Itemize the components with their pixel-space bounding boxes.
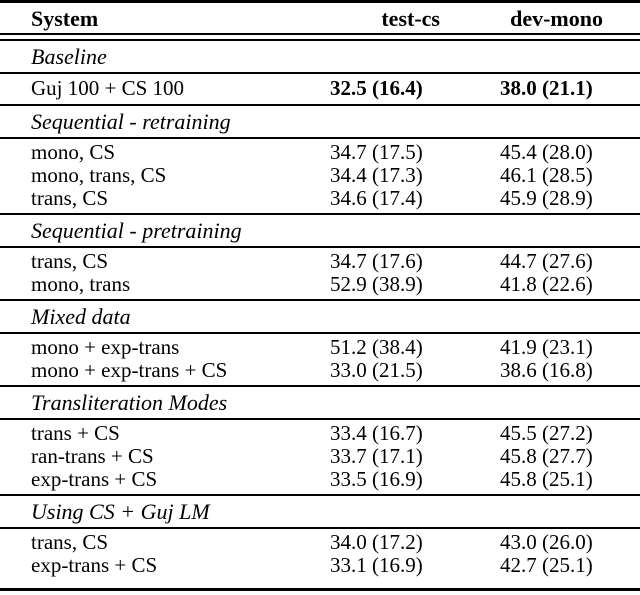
test-cs-cell: 33.7 (17.1): [330, 444, 423, 468]
test-cs-cell: 34.7 (17.5): [330, 140, 423, 164]
dev-mono-cell: 45.8 (25.1): [500, 467, 593, 491]
system-cell: mono, CS: [31, 140, 116, 164]
section-header-sequential-retraining: Sequential - retraining: [0, 106, 640, 137]
test-cs-cell: 34.6 (17.4): [330, 186, 423, 210]
system-cell: mono, trans, CS: [31, 163, 167, 187]
section-header-mixed-data: Mixed data: [0, 301, 640, 332]
table-row: ran-trans + CS 33.7 (17.1) 45.8 (27.7): [0, 445, 640, 468]
system-cell: mono, trans: [31, 272, 131, 296]
header-double-rule: [0, 33, 640, 41]
divider: [0, 385, 640, 387]
section-rows-using-cs-guj-lm: trans, CS 34.0 (17.2) 43.0 (26.0) exp-tr…: [0, 529, 640, 580]
system-cell: exp-trans + CS: [31, 467, 158, 491]
section-header-sequential-pretraining: Sequential - pretraining: [0, 215, 640, 246]
section-title: Sequential - retraining: [31, 109, 231, 134]
section-title: Using CS + Guj LM: [31, 499, 210, 524]
section-header-baseline: Baseline: [0, 41, 640, 72]
test-cs-cell: 33.4 (16.7): [330, 421, 423, 445]
table-row: exp-trans + CS 33.1 (16.9) 42.7 (25.1): [0, 554, 640, 577]
section-rows-sequential-pretraining: trans, CS 34.7 (17.6) 44.7 (27.6) mono, …: [0, 248, 640, 299]
table-row: trans + CS 33.4 (16.7) 45.5 (27.2): [0, 422, 640, 445]
dev-mono-cell: 41.8 (22.6): [500, 272, 593, 296]
test-cs-cell: 34.4 (17.3): [330, 163, 423, 187]
test-cs-cell: 33.5 (16.9): [330, 467, 423, 491]
system-cell: mono + exp-trans: [31, 335, 180, 359]
table-row: Guj 100 + CS 100 32.5 (16.4) 38.0 (21.1): [0, 77, 640, 100]
system-cell: trans, CS: [31, 186, 109, 210]
system-cell: exp-trans + CS: [31, 553, 158, 577]
test-cs-cell: 52.9 (38.9): [330, 272, 423, 296]
dev-mono-cell: 44.7 (27.6): [500, 249, 593, 273]
dev-mono-cell: 38.6 (16.8): [500, 358, 593, 382]
table-row: trans, CS 34.6 (17.4) 45.9 (28.9): [0, 187, 640, 210]
test-cs-cell: 34.7 (17.6): [330, 249, 423, 273]
divider: [0, 137, 640, 139]
dev-mono-cell: 45.4 (28.0): [500, 140, 593, 164]
test-cs-cell: 51.2 (38.4): [330, 335, 423, 359]
dev-mono-cell: 41.9 (23.1): [500, 335, 593, 359]
section-rows-mixed-data: mono + exp-trans 51.2 (38.4) 41.9 (23.1)…: [0, 334, 640, 385]
divider: [0, 527, 640, 529]
section-rows-sequential-retraining: mono, CS 34.7 (17.5) 45.4 (28.0) mono, t…: [0, 139, 640, 213]
table-row: mono, CS 34.7 (17.5) 45.4 (28.0): [0, 141, 640, 164]
top-rule: [0, 0, 640, 3]
table-row: mono, trans 52.9 (38.9) 41.8 (22.6): [0, 273, 640, 296]
system-cell: mono + exp-trans + CS: [31, 358, 228, 382]
divider: [0, 104, 640, 106]
section-title: Sequential - pretraining: [31, 218, 242, 243]
system-cell: trans, CS: [31, 249, 109, 273]
section-title: Baseline: [31, 44, 107, 69]
section-rows-baseline: Guj 100 + CS 100 32.5 (16.4) 38.0 (21.1): [0, 74, 640, 104]
system-cell: Guj 100 + CS 100: [31, 76, 185, 100]
dev-mono-cell: 45.5 (27.2): [500, 421, 593, 445]
column-header-test-cs: test-cs: [381, 6, 440, 31]
section-title: Transliteration Modes: [31, 390, 228, 415]
table-row: mono + exp-trans + CS 33.0 (21.5) 38.6 (…: [0, 359, 640, 382]
divider: [0, 299, 640, 301]
column-header-dev-mono: dev-mono: [510, 6, 603, 31]
section-title: Mixed data: [31, 304, 131, 329]
divider: [0, 72, 640, 74]
table-row: trans, CS 34.7 (17.6) 44.7 (27.6): [0, 250, 640, 273]
divider: [0, 418, 640, 420]
system-cell: ran-trans + CS: [31, 444, 154, 468]
section-header-using-cs-guj-lm: Using CS + Guj LM: [0, 496, 640, 527]
dev-mono-cell: 38.0 (21.1): [500, 76, 593, 100]
test-cs-cell: 32.5 (16.4): [330, 76, 423, 100]
divider: [0, 246, 640, 248]
column-header-system: System: [31, 6, 99, 31]
table-row: mono, trans, CS 34.4 (17.3) 46.1 (28.5): [0, 164, 640, 187]
dev-mono-cell: 43.0 (26.0): [500, 530, 593, 554]
test-cs-cell: 34.0 (17.2): [330, 530, 423, 554]
dev-mono-cell: 45.8 (27.7): [500, 444, 593, 468]
section-rows-transliteration-modes: trans + CS 33.4 (16.7) 45.5 (27.2) ran-t…: [0, 420, 640, 494]
bottom-rule: [0, 588, 640, 591]
section-header-transliteration-modes: Transliteration Modes: [0, 387, 640, 418]
divider: [0, 494, 640, 496]
dev-mono-cell: 46.1 (28.5): [500, 163, 593, 187]
dev-mono-cell: 42.7 (25.1): [500, 553, 593, 577]
dev-mono-cell: 45.9 (28.9): [500, 186, 593, 210]
system-cell: trans + CS: [31, 421, 120, 445]
test-cs-cell: 33.0 (21.5): [330, 358, 423, 382]
table-row: exp-trans + CS 33.5 (16.9) 45.8 (25.1): [0, 468, 640, 491]
table-header-row: System test-cs dev-mono: [0, 3, 640, 33]
test-cs-cell: 33.1 (16.9): [330, 553, 423, 577]
system-cell: trans, CS: [31, 530, 109, 554]
table-row: trans, CS 34.0 (17.2) 43.0 (26.0): [0, 531, 640, 554]
divider: [0, 332, 640, 334]
table-row: mono + exp-trans 51.2 (38.4) 41.9 (23.1): [0, 336, 640, 359]
divider: [0, 213, 640, 215]
